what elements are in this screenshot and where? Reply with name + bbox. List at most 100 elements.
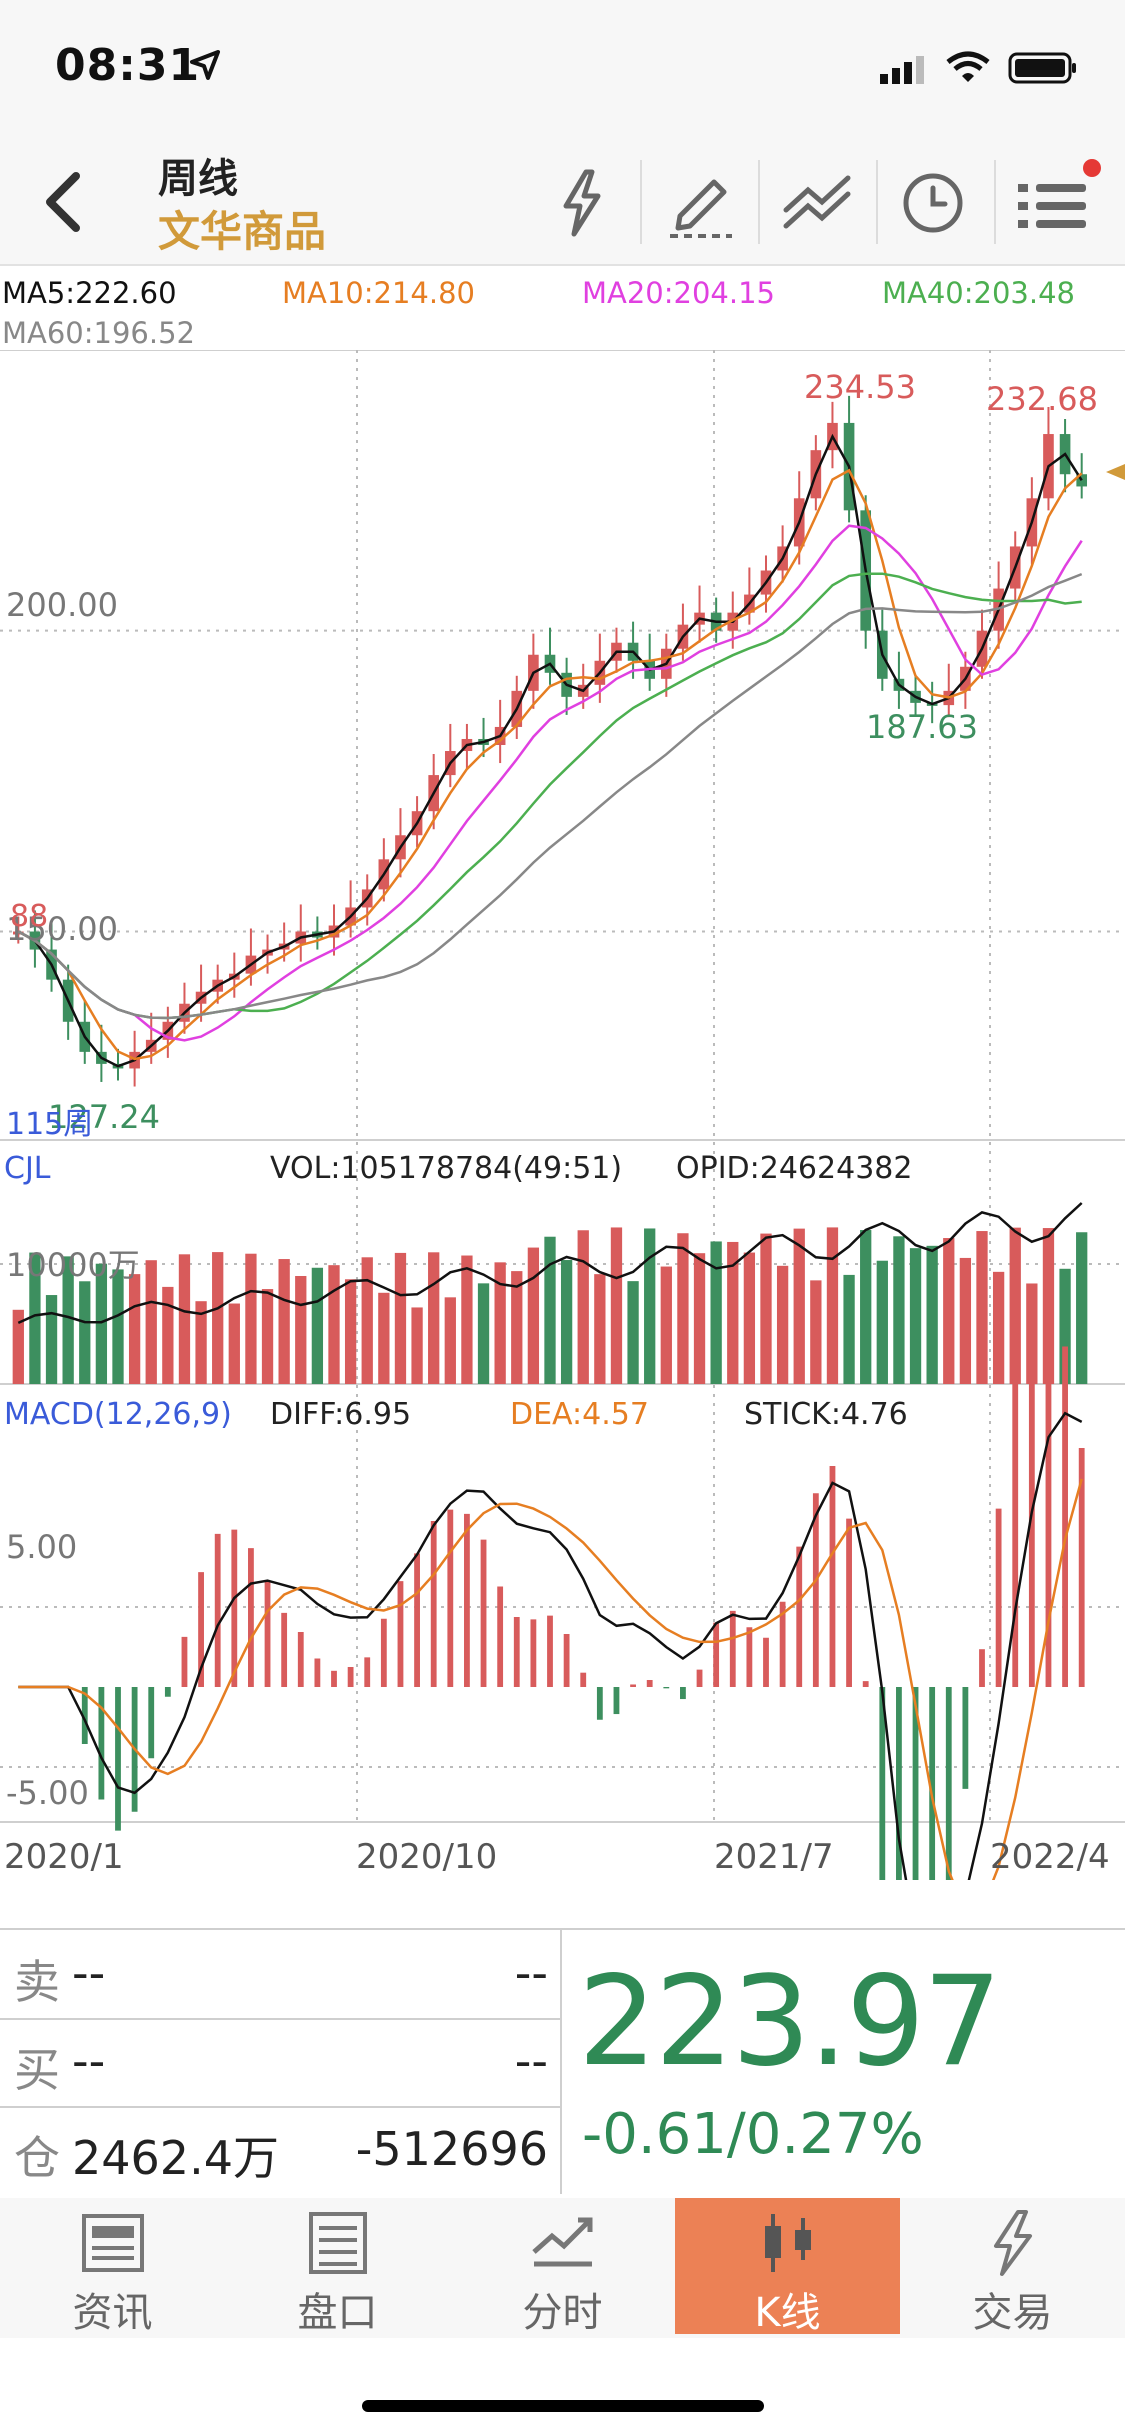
volume-bar [494,1262,506,1384]
volume-bar [295,1275,307,1384]
volume-bar [477,1283,490,1384]
volume-bar [743,1252,756,1384]
ma5-line [17,433,1083,1068]
draw-line-button[interactable] [656,158,746,248]
buy-row[interactable]: 买 -- -- [0,2018,560,2108]
volume-bar [860,1230,872,1384]
volume-bar [261,1289,274,1384]
ma10-label: MA10:214.80 [282,276,476,310]
tab-news[interactable]: 资讯 [0,2198,225,2336]
volume-value: VOL:105178784(49:51) [270,1151,622,1186]
ma20-label: MA20:204.15 [582,276,776,310]
volume-bar [128,1274,141,1384]
volume-bar [560,1260,573,1384]
tab-label: 盘口 [297,2290,378,2336]
volume-bar [62,1256,74,1384]
macd-dea-line [18,1478,1083,1880]
volume-bar [776,1265,789,1384]
opid-value: OPID:24624382 [676,1151,912,1186]
tab-timeshare[interactable]: 分时 [450,2198,675,2336]
last-price: 223.97 [578,1950,1002,2094]
indicator-lines-icon [783,175,851,229]
period-button[interactable] [888,158,978,248]
macd-title: MACD(12,26,9) [4,1397,232,1432]
price-axis-150: 150.00 [6,910,118,948]
volume-bar [826,1227,839,1384]
volume-bar [760,1233,772,1384]
oi-change: -512696 [355,2122,548,2176]
kline-chart[interactable]: 200.00 150.00 88 234.53 232.68 187.63 12… [0,350,1125,1880]
volume-bar [195,1301,207,1384]
macd-axis-neg: -5.00 [6,1774,89,1812]
volume-bar [444,1297,456,1384]
volume-axis-label: 10000万 [6,1246,140,1284]
nav-bar: 周线 文华商品 [0,140,1125,266]
volume-bar [810,1280,822,1384]
indicator-button[interactable] [772,158,862,248]
volume-bar [527,1247,540,1384]
volume-bar [644,1228,656,1384]
volume-bar [394,1252,407,1384]
macd-diff: DIFF:6.95 [270,1397,411,1432]
sell-row[interactable]: 卖 -- -- [0,1930,560,2020]
panel-divider [560,1930,562,2194]
sell-price: -- [72,1946,106,2000]
price-axis-200: 200.00 [6,586,118,624]
sell-volume: -- [514,1946,548,2000]
volume-bar [1009,1227,1021,1384]
page-title: 周线 [158,156,238,202]
volume-bar [145,1260,157,1384]
chart-grid [0,350,1125,1823]
ma5-label: MA5:222.60 [2,276,177,310]
status-time: 08:31 [55,40,201,91]
volume-bar [311,1267,324,1384]
location-arrow-icon [190,50,220,80]
macd-diff-line [18,1411,1083,1880]
macd-stick: STICK:4.76 [744,1397,908,1432]
volume-bar [411,1307,423,1384]
open-interest-line [17,1202,1083,1325]
macd-dea: DEA:4.57 [510,1397,649,1432]
tab-trade[interactable]: 交易 [900,2198,1125,2336]
contract-name[interactable]: 文华商品 [158,207,327,256]
volume-bar [926,1245,938,1384]
back-button[interactable] [30,162,100,242]
volume-bar [976,1231,988,1384]
volume-bar [660,1266,672,1384]
toolbar-divider [994,160,996,244]
volume-bar [511,1271,523,1384]
order-book-icon [309,2212,367,2274]
ma60-line [17,572,1083,1020]
sell-label: 卖 [14,1955,60,2009]
menu-icon [1018,159,1101,228]
volume-bar [29,1252,41,1384]
lightning-icon [563,169,601,237]
left-edge-mark: 88 [10,899,48,934]
tab-order-book[interactable]: 盘口 [225,2198,450,2336]
menu-button[interactable] [1006,158,1101,248]
buy-label: 买 [14,2043,60,2097]
buy-volume: -- [514,2034,548,2088]
tab-kline[interactable]: K线 [675,2198,900,2336]
quick-trade-button[interactable] [536,158,626,248]
high-mark-2: 232.68 [986,380,1098,418]
volume-bar [162,1286,174,1384]
signal-icon [880,56,924,84]
oi-label: 仓 [14,2131,60,2185]
ma40-label: MA40:203.48 [882,276,1076,310]
candlestick-icon [765,2214,811,2272]
trade-lightning-icon [994,2210,1032,2276]
candle [12,931,24,935]
volume-bar [328,1265,340,1384]
volume-bar [79,1281,91,1384]
ma60-label: MA60:196.52 [2,316,196,350]
volume-bar [1059,1268,1071,1384]
volume-bar [943,1238,955,1384]
volume-bar [727,1241,739,1384]
volume-bar [909,1248,922,1384]
volume-bar [577,1230,589,1384]
volume-bar [1076,1232,1088,1384]
volume-bar [45,1295,58,1384]
volume-bar [428,1252,440,1384]
volume-bar [710,1241,722,1384]
